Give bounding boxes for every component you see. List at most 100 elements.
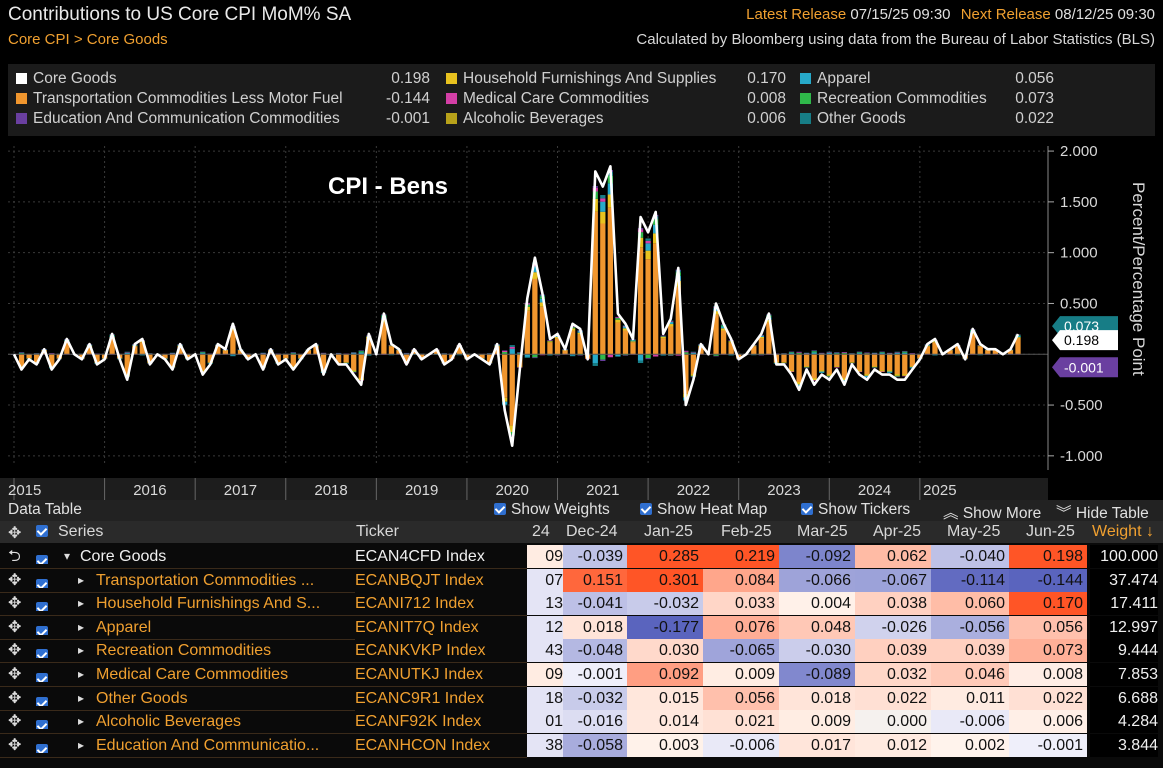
- table-row[interactable]: ✥ ▸ Alcoholic Beverages ECANF92K Index 01 -0.…: [0, 710, 1163, 734]
- row-checkbox[interactable]: [36, 644, 52, 659]
- bar-segment: [169, 353, 176, 354]
- row-drag-handle-icon[interactable]: ✥: [8, 618, 22, 636]
- checkbox-icon[interactable]: [36, 696, 48, 706]
- legend-item[interactable]: Medical Care Commodities: [446, 90, 649, 108]
- bar-segment: [169, 354, 176, 367]
- row-drag-handle-icon[interactable]: ✥: [8, 642, 22, 660]
- select-all-checkbox[interactable]: [36, 523, 53, 541]
- row-checkbox[interactable]: [36, 739, 52, 753]
- row-checkbox[interactable]: [36, 574, 52, 588]
- col-dec-24[interactable]: Dec-24: [566, 523, 618, 540]
- checkbox-icon[interactable]: [36, 720, 48, 730]
- checkbox-icon[interactable]: [36, 649, 48, 659]
- heatmap-cell: 0.046: [931, 663, 1009, 686]
- partial-month-value: 09: [527, 545, 563, 568]
- show-more-button[interactable]: ︽ Show More: [943, 501, 1041, 523]
- checkbox-icon[interactable]: [801, 503, 813, 515]
- checkbox-icon[interactable]: [36, 602, 48, 612]
- expand-arrow-icon[interactable]: ▸: [78, 667, 85, 681]
- row-checkbox[interactable]: [36, 668, 52, 682]
- bar-segment: [660, 338, 666, 355]
- col-partial-month[interactable]: 24: [532, 523, 550, 540]
- col-mar-25[interactable]: Mar-25: [797, 523, 848, 540]
- col-may-25[interactable]: May-25: [947, 523, 1001, 540]
- col-apr-25[interactable]: Apr-25: [873, 523, 922, 540]
- row-drag-handle-icon[interactable]: ✥: [8, 666, 22, 683]
- table-row[interactable]: ✥ ▸ Other Goods ECANC9R1 Index 18 -0.032 0.015…: [0, 686, 1163, 711]
- expand-arrow-icon[interactable]: ▾: [64, 549, 71, 563]
- legend-item[interactable]: Transportation Commodities Less Motor Fu…: [16, 90, 343, 108]
- table-row[interactable]: ✥ ▸ Household Furnishings And S... ECANI712…: [0, 592, 1163, 616]
- show-weights-toggle[interactable]: Show Weights: [494, 501, 610, 519]
- row-drag-handle-icon[interactable]: ✥: [8, 689, 22, 707]
- heatmap-cell: -0.001: [563, 663, 627, 686]
- checkbox-icon[interactable]: [36, 525, 48, 537]
- expand-arrow-icon[interactable]: ▸: [78, 690, 85, 705]
- heatmap-cell: 0.011: [931, 686, 1009, 710]
- heatmap-cell: 0.022: [1009, 686, 1087, 710]
- legend-item[interactable]: Alcoholic Beverages: [446, 110, 603, 128]
- table-row[interactable]: ✥ ▸ Medical Care Commodities ECANUTKJ Index…: [0, 663, 1163, 687]
- bar-segment: [343, 354, 349, 363]
- table-row[interactable]: ✥ ▸ Education And Communicatio... ECANHCON …: [0, 733, 1163, 758]
- legend-item[interactable]: Apparel: [800, 70, 870, 88]
- col-ticker[interactable]: Ticker: [356, 523, 399, 540]
- checkbox-icon[interactable]: [494, 503, 506, 515]
- latest-release-value: 07/15/25 09:30: [850, 6, 951, 23]
- row-checkbox[interactable]: [36, 621, 52, 635]
- row-checkbox[interactable]: [36, 597, 52, 612]
- expand-arrow-icon[interactable]: ▸: [78, 643, 85, 658]
- show-tickers-toggle[interactable]: Show Tickers: [801, 501, 910, 519]
- expand-arrow-icon[interactable]: ▸: [78, 596, 85, 611]
- row-drag-handle-icon[interactable]: ⮌: [8, 548, 21, 565]
- col-weight[interactable]: Weight ↓: [1092, 523, 1154, 541]
- table-row[interactable]: ✥ ▸ Transportation Commodities ... ECANBQJT…: [0, 568, 1163, 593]
- table-row[interactable]: ✥ ▸ Apparel ECANIT7Q Index 12 0.018 -0.177 0.07…: [0, 615, 1163, 640]
- legend-value: 0.056: [1015, 70, 1054, 87]
- col-jun-25[interactable]: Jun-25: [1026, 523, 1075, 540]
- bar-segment: [554, 354, 561, 356]
- legend-item[interactable]: Core Goods: [16, 70, 117, 88]
- row-checkbox[interactable]: [36, 550, 52, 564]
- col-jan-25[interactable]: Jan-25: [644, 523, 693, 540]
- bar-segment: [109, 338, 115, 355]
- row-drag-handle-icon[interactable]: ✥: [8, 736, 22, 754]
- row-checkbox[interactable]: [36, 715, 52, 730]
- bar-segment: [569, 330, 576, 355]
- row-checkbox[interactable]: [36, 692, 52, 706]
- expand-arrow-icon[interactable]: ▸: [78, 619, 85, 634]
- checkbox-icon[interactable]: [36, 578, 48, 588]
- checkbox-icon[interactable]: [640, 503, 652, 515]
- expand-arrow-icon[interactable]: ▸: [78, 714, 85, 729]
- legend-item[interactable]: Household Furnishings And Supplies: [446, 70, 716, 88]
- expand-arrow-icon[interactable]: ▸: [78, 572, 85, 587]
- checkbox-icon[interactable]: [36, 625, 48, 635]
- bar-segment: [660, 355, 666, 356]
- col-feb-25[interactable]: Feb-25: [721, 523, 772, 540]
- checkbox-icon[interactable]: [36, 673, 48, 682]
- expand-arrow-icon[interactable]: ▸: [78, 737, 85, 752]
- row-drag-handle-icon[interactable]: ✥: [8, 595, 22, 613]
- table-row[interactable]: ✥ ▸ Recreation Commodities ECANKVKP Index 43…: [0, 639, 1163, 663]
- breadcrumb-core-cpi[interactable]: Core CPI: [8, 31, 70, 48]
- table-row[interactable]: ⮌ ▾ Core Goods ECAN4CFD Index 09 -0.039 0.285 0…: [0, 545, 1163, 569]
- row-drag-handle-icon[interactable]: ✥: [8, 713, 22, 731]
- breadcrumb-core-goods[interactable]: Core Goods: [86, 31, 168, 48]
- legend-item[interactable]: Education And Communication Commodities: [16, 110, 340, 128]
- checkbox-icon[interactable]: [36, 555, 48, 564]
- hide-table-button[interactable]: ︾ Hide Table: [1056, 501, 1149, 523]
- legend-item[interactable]: Recreation Commodities: [800, 90, 987, 108]
- heatmap-cell: 0.056: [703, 686, 779, 710]
- row-drag-handle-icon[interactable]: ✥: [8, 571, 22, 589]
- show-heat-map-toggle[interactable]: Show Heat Map: [640, 501, 767, 519]
- checkbox-icon[interactable]: [36, 743, 48, 753]
- bar-segment: [856, 352, 863, 354]
- stacked-bar-line-chart[interactable]: 2.0001.5001.0000.500-0.500-1.0000.0730.1…: [0, 136, 1163, 500]
- col-series[interactable]: Series: [58, 523, 104, 540]
- bar-segment: [675, 354, 681, 356]
- heatmap-cell: 0.219: [703, 545, 779, 568]
- bar-segment: [645, 358, 651, 360]
- bar-segment: [690, 354, 697, 375]
- settings-column-icon[interactable]: ✥: [8, 525, 22, 542]
- legend-item[interactable]: Other Goods: [800, 110, 906, 128]
